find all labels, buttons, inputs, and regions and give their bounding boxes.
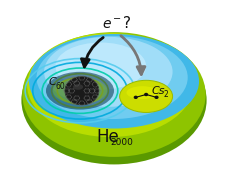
Text: Cs: Cs [151,86,164,96]
Text: ?: ? [122,16,130,31]
Text: 2000: 2000 [110,138,132,147]
Text: 60: 60 [55,82,65,91]
Ellipse shape [42,43,155,109]
Text: 2: 2 [163,90,167,99]
Ellipse shape [21,36,206,164]
Ellipse shape [36,36,187,119]
Text: e: e [102,17,111,31]
Ellipse shape [64,77,99,105]
Ellipse shape [27,33,192,137]
Ellipse shape [46,72,114,110]
Ellipse shape [143,93,148,96]
Text: He: He [96,128,118,146]
Ellipse shape [52,77,107,104]
Text: C: C [49,77,56,87]
Text: −: − [112,14,120,24]
Ellipse shape [73,84,83,90]
Ellipse shape [63,53,119,83]
Ellipse shape [133,96,137,99]
Ellipse shape [119,80,172,112]
Ellipse shape [44,37,172,107]
Ellipse shape [154,96,158,99]
Ellipse shape [22,32,205,157]
Ellipse shape [126,86,158,99]
Ellipse shape [55,43,146,90]
Ellipse shape [29,34,198,129]
